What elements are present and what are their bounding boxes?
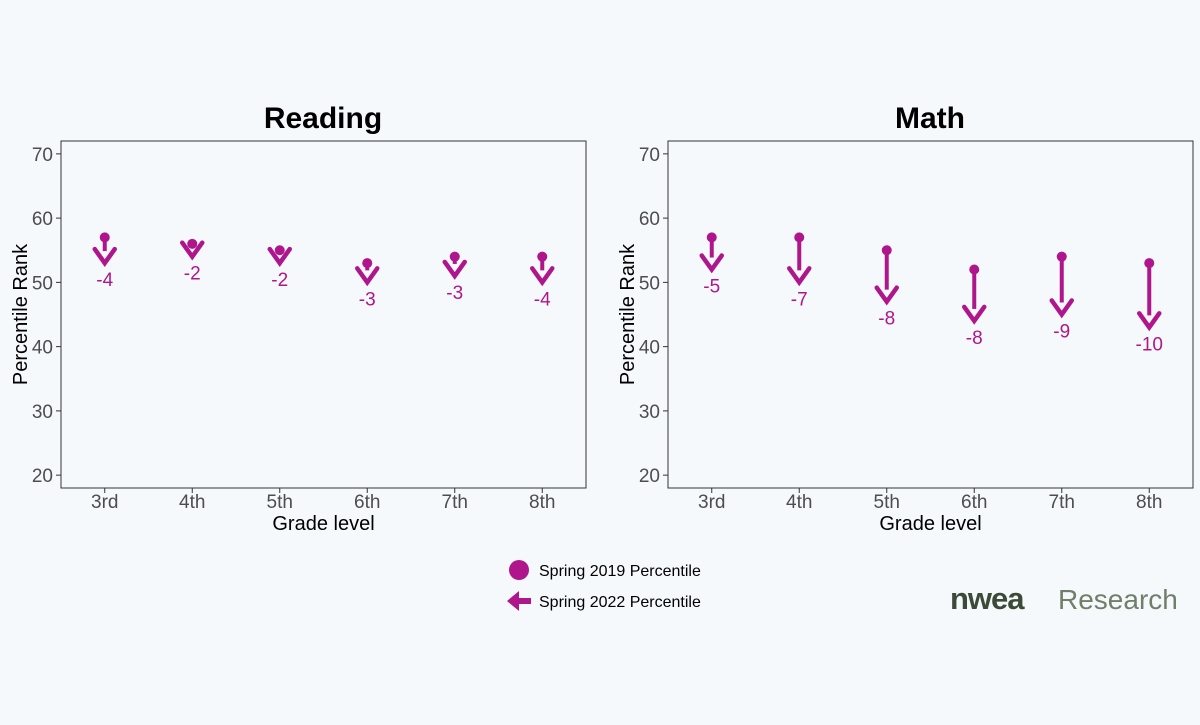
math-change-label: -10 [1136,334,1163,355]
math-spring-2019-point [706,232,717,243]
math-change-label: -9 [1053,322,1070,343]
reading-plot-frame [60,140,587,489]
brand-logo: nwea Research [950,581,1178,616]
math-change-label: -5 [703,277,720,298]
math-change-label: -8 [966,328,983,349]
legend-marker-2022 [507,591,531,611]
legend-label-2019: Spring 2019 Percentile [539,563,701,580]
reading-xtick-label: 5th [267,492,293,513]
legend-marker-2019 [509,560,529,580]
math-ytick-label: 70 [639,145,660,166]
math-change-label: -8 [878,309,895,330]
math-spring-2019-point [1056,251,1067,262]
math-ytick-label: 20 [639,466,660,487]
math-panel: Math 20 30 40 50 60 70 3rd 4th 5th 6th 7th 8th Grade … [617,102,1194,535]
math-xtick-label: 3rd [698,492,725,513]
math-xtick-label: 8th [1136,492,1162,513]
reading-change-label: -4 [96,270,113,291]
math-xtick-label: 4th [786,492,812,513]
math-x-axis-title: Grade level [879,513,981,535]
math-spring-2019-point [794,232,805,243]
reading-change-label: -3 [446,283,463,304]
math-ytick-label: 40 [639,338,660,359]
reading-spring-2022-arrow [355,266,380,287]
reading-ytick-label: 40 [32,338,53,359]
math-spring-2019-point [969,264,980,275]
math-spring-2022-arrow [962,304,987,325]
reading-y-axis-title: Percentile Rank [10,243,32,385]
reading-panel: Reading 20 30 40 50 60 70 3rd 4th 5th 6th 7th 8th Gra… [10,102,587,535]
math-xtick-label: 5th [874,492,900,513]
math-spring-2019-point [1144,258,1155,269]
math-xtick-label: 7th [1049,492,1075,513]
reading-x-axis-title: Grade level [272,513,374,535]
math-spring-2022-arrow [1049,298,1074,319]
brand-suffix: Research [1058,584,1178,615]
math-xtick-label: 6th [961,492,987,513]
reading-xtick-label: 4th [179,492,205,513]
math-change-label: -7 [791,289,808,310]
reading-xtick-label: 3rd [91,492,118,513]
reading-xtick-label: 6th [354,492,380,513]
reading-ytick-label: 20 [32,466,53,487]
reading-spring-2019-point [274,245,285,256]
reading-ytick-label: 60 [32,209,53,230]
reading-change-label: -4 [534,289,551,310]
math-spring-2019-point [881,245,892,256]
reading-title: Reading [264,102,382,135]
math-ytick-label: 50 [639,273,660,294]
reading-spring-2022-arrow [92,246,117,267]
legend: Spring 2019 Percentile Spring 2022 Perce… [507,560,701,611]
math-spring-2022-arrow [787,266,812,287]
math-plot-frame [667,140,1194,489]
reading-change-label: -3 [359,289,376,310]
reading-spring-2022-arrow [530,266,555,287]
reading-spring-2019-point [449,251,460,262]
reading-change-label: -2 [271,270,288,291]
math-ytick-label: 30 [639,402,660,423]
math-ytick-label: 60 [639,209,660,230]
math-spring-2022-arrow [874,285,899,306]
reading-spring-2019-point [187,238,198,249]
reading-spring-2019-point [537,251,548,262]
math-y-axis-title: Percentile Rank [617,243,639,385]
reading-ytick-label: 70 [32,145,53,166]
reading-ytick-label: 50 [32,273,53,294]
reading-spring-2019-point [362,258,373,269]
reading-spring-2022-arrow [267,246,292,267]
reading-spring-2022-arrow [442,259,467,280]
brand-name: nwea [950,581,1025,616]
math-spring-2022-arrow [699,253,724,274]
reading-ytick-label: 30 [32,402,53,423]
reading-spring-2019-point [99,232,110,243]
reading-xtick-label: 8th [529,492,555,513]
reading-spring-2022-arrow [180,240,205,261]
math-title: Math [895,102,965,135]
math-spring-2022-arrow [1137,311,1162,332]
reading-xtick-label: 7th [442,492,468,513]
legend-label-2022: Spring 2022 Percentile [539,594,701,611]
reading-change-label: -2 [184,264,201,285]
